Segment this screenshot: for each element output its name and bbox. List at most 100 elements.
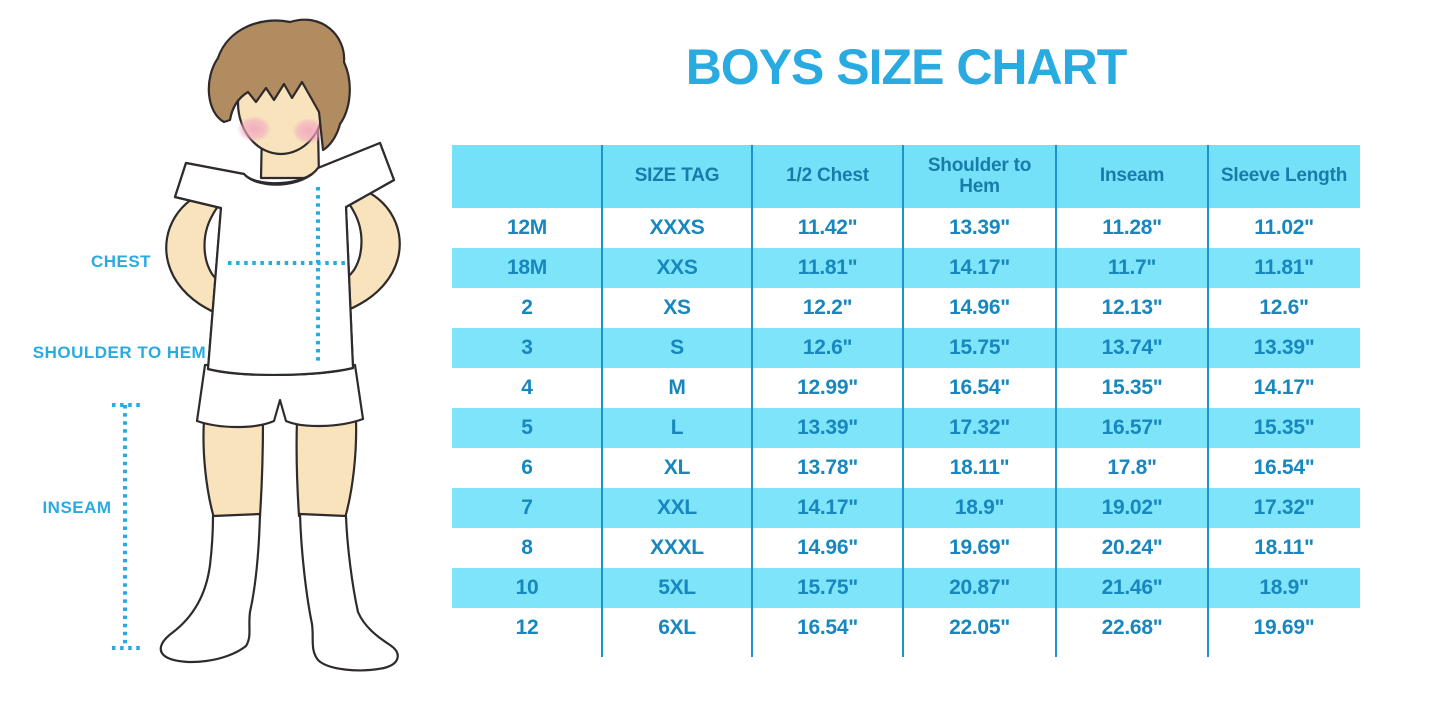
table-cell: 6XL: [658, 616, 696, 639]
row-size-label: 6: [521, 456, 533, 479]
table-cell: 22.68": [1101, 616, 1163, 639]
table-cell: 14.17": [1253, 376, 1315, 399]
table-cell: 16.57": [1101, 416, 1163, 439]
table-body: 12M XXXS 11.42" 13.39" 11.28" 11.02" 18M XXS 11.…: [452, 208, 1360, 648]
table-row: 12 6XL 16.54" 22.05" 22.68" 19.69": [452, 608, 1360, 648]
row-size-label: 5: [521, 416, 533, 439]
table-cell: 19.69": [1253, 616, 1315, 639]
table-cell: 12.6": [802, 336, 853, 359]
table-cell: L: [670, 416, 684, 439]
inseam-label: INSEAM: [42, 498, 112, 517]
column-divider: [1055, 145, 1057, 657]
table-row: 2 XS 12.2" 14.96" 12.13" 12.6": [452, 288, 1360, 328]
table-cell: 11.02": [1254, 216, 1314, 239]
table-cell: 18.11": [949, 456, 1010, 479]
table-cell: 13.39": [797, 416, 858, 439]
table-cell: XS: [663, 296, 691, 319]
table-cell: XXL: [657, 496, 697, 519]
table-cell: 11.28": [1102, 216, 1162, 239]
table-cell: 14.96": [797, 536, 858, 559]
row-size-label: 18M: [507, 256, 547, 279]
table-cell: 5XL: [658, 576, 696, 599]
table-cell: 11.42": [797, 216, 858, 239]
table-row: 8 XXXL 14.96" 19.69" 20.24" 18.11": [452, 528, 1360, 568]
table-row: 4 M 12.99" 16.54" 15.35" 14.17": [452, 368, 1360, 408]
table-cell: 14.17": [949, 256, 1010, 279]
table-cell: 20.87": [949, 576, 1010, 599]
table-cell: 17.32": [949, 416, 1010, 439]
shoulder-to-hem-label: SHOULDER TO HEM: [32, 343, 207, 362]
table-row: 6 XL 13.78" 18.11" 17.8" 16.54": [452, 448, 1360, 488]
table-row: 18M XXS 11.81" 14.17" 11.7" 11.81": [452, 248, 1360, 288]
column-divider: [601, 145, 603, 657]
table-cell: 11.7": [1107, 256, 1157, 279]
boy-illustration: [112, 18, 401, 672]
table-cell: 17.32": [1253, 496, 1315, 519]
table-cell: 12.6": [1259, 296, 1309, 319]
leg-right: [295, 418, 358, 520]
row-size-label: 12M: [507, 216, 547, 239]
table-cell: 19.02": [1101, 496, 1163, 519]
column-divider: [751, 145, 753, 657]
table-cell: 15.75": [949, 336, 1010, 359]
table-cell: 16.54": [1253, 456, 1315, 479]
table-row: 12M XXXS 11.42" 13.39" 11.28" 11.02": [452, 208, 1360, 248]
table-cell: 12.13": [1101, 296, 1163, 319]
table-row: 3 S 12.6" 15.75" 13.74" 13.39": [452, 328, 1360, 368]
column-header: Inseam: [1099, 165, 1165, 187]
row-size-label: 2: [521, 296, 533, 319]
page-title: BOYS SIZE CHART: [685, 39, 1128, 95]
shorts: [195, 363, 365, 429]
table-cell: 12.2": [802, 296, 853, 319]
column-header: [452, 145, 602, 208]
row-size-label: 8: [521, 536, 533, 559]
table-cell: 18.11": [1254, 536, 1314, 559]
column-divider: [1207, 145, 1209, 657]
hair: [207, 18, 351, 152]
table-cell: 13.74": [1101, 336, 1163, 359]
t-shirt-body: [173, 141, 396, 377]
table-cell: 16.54": [949, 376, 1010, 399]
table-cell: 16.54": [797, 616, 858, 639]
column-divider: [902, 145, 904, 657]
table-row: 10 5XL 15.75" 20.87" 21.46" 18.9": [452, 568, 1360, 608]
table-cell: 18.9": [954, 496, 1005, 519]
table-cell: 22.05": [949, 616, 1010, 639]
table-cell: 13.78": [797, 456, 858, 479]
table-cell: 13.39": [1253, 336, 1315, 359]
table-cell: 17.8": [1107, 456, 1157, 479]
table-row: 5 L 13.39" 17.32" 16.57" 15.35": [452, 408, 1360, 448]
size-chart-table: SIZE TAG 1/2 Chest Shoulder to Hem Inseam Sl…: [452, 145, 1360, 657]
table-row: 7 XXL 14.17" 18.9" 19.02" 17.32": [452, 488, 1360, 528]
table-cell: XXXL: [650, 536, 704, 559]
table-cell: 11.81": [797, 256, 858, 279]
sock-left: [159, 512, 262, 664]
table-cell: 21.46": [1101, 576, 1163, 599]
row-size-label: 4: [521, 376, 533, 399]
column-header: Shoulder to Hem: [927, 154, 1032, 197]
cheek-left: [237, 116, 271, 142]
table-cell: 19.69": [949, 536, 1010, 559]
table-cell: XL: [663, 456, 691, 479]
leg-left: [202, 418, 265, 520]
column-header: Sleeve Length: [1220, 165, 1348, 187]
table-cell: 15.35": [1253, 416, 1315, 439]
table-cell: S: [670, 336, 684, 359]
column-header: 1/2 Chest: [786, 165, 869, 187]
row-size-label: 12: [515, 616, 539, 639]
column-header: SIZE TAG: [634, 165, 720, 187]
cheek-right: [292, 118, 326, 144]
table-cell: 14.96": [949, 296, 1010, 319]
row-size-label: 10: [515, 576, 539, 599]
table-cell: 18.9": [1259, 576, 1309, 599]
table-cell: 20.24": [1101, 536, 1163, 559]
table-cell: 13.39": [949, 216, 1010, 239]
table-header-row: SIZE TAG 1/2 Chest Shoulder to Hem Inseam Sl…: [452, 145, 1360, 208]
table-cell: 14.17": [797, 496, 858, 519]
table-cell: XXS: [656, 256, 698, 279]
chest-label: CHEST: [90, 252, 152, 271]
table-cell: 15.75": [797, 576, 858, 599]
table-cell: 11.81": [1254, 256, 1314, 279]
table-cell: XXXS: [649, 216, 705, 239]
